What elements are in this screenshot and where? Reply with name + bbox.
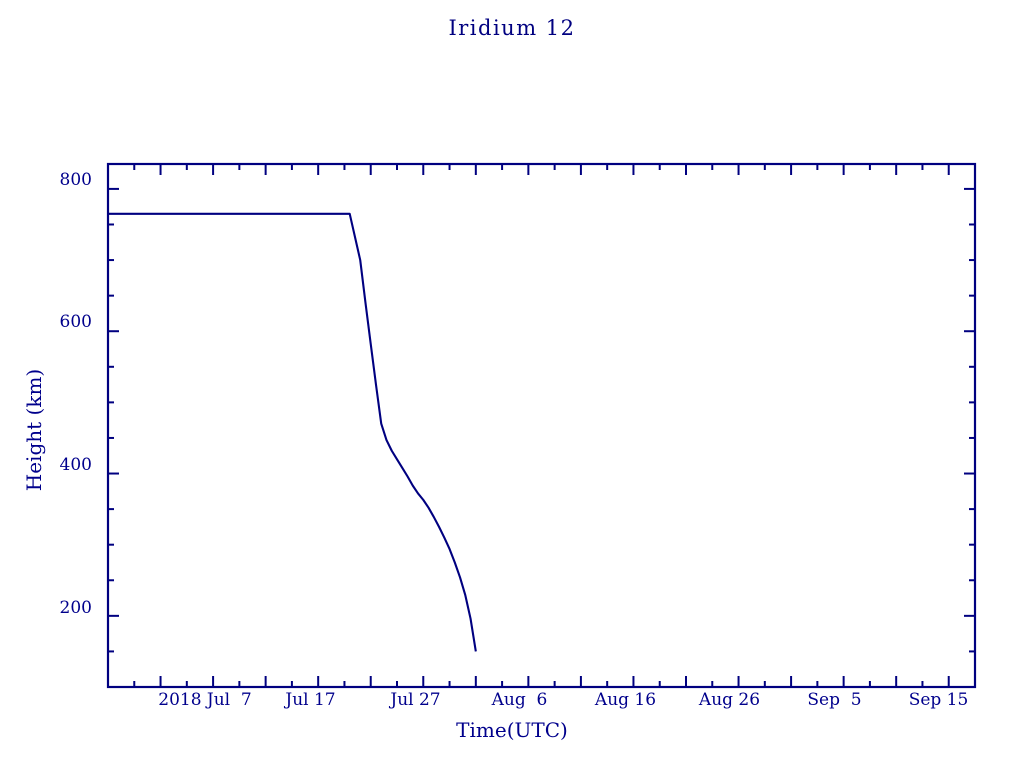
x-tick-label-3: Aug 6 [491,690,548,710]
data-series-height [108,212,477,652]
x-tick-label-0: 2018 Jul 7 [158,690,252,710]
plot-frame [106,162,977,689]
x-axis-title: Time(UTC) [456,718,568,742]
x-tick-label-4: Aug 16 [594,690,657,710]
x-tick-label-2: Jul 27 [390,690,441,710]
y-tick-label-400: 400 [59,455,92,475]
x-tick-label-5: Aug 26 [698,690,761,710]
y-tick-label-800: 800 [59,170,92,190]
x-tick-label-7: Sep 15 [908,690,969,710]
y-tick-label-200: 200 [59,598,92,618]
x-tick-label-6: Sep 5 [807,690,862,710]
axis-ticks [107,164,976,688]
chart-title: Iridium 12 [448,16,576,40]
y-tick-label-600: 600 [59,312,92,332]
x-tick-label-1: Jul 17 [285,690,336,710]
